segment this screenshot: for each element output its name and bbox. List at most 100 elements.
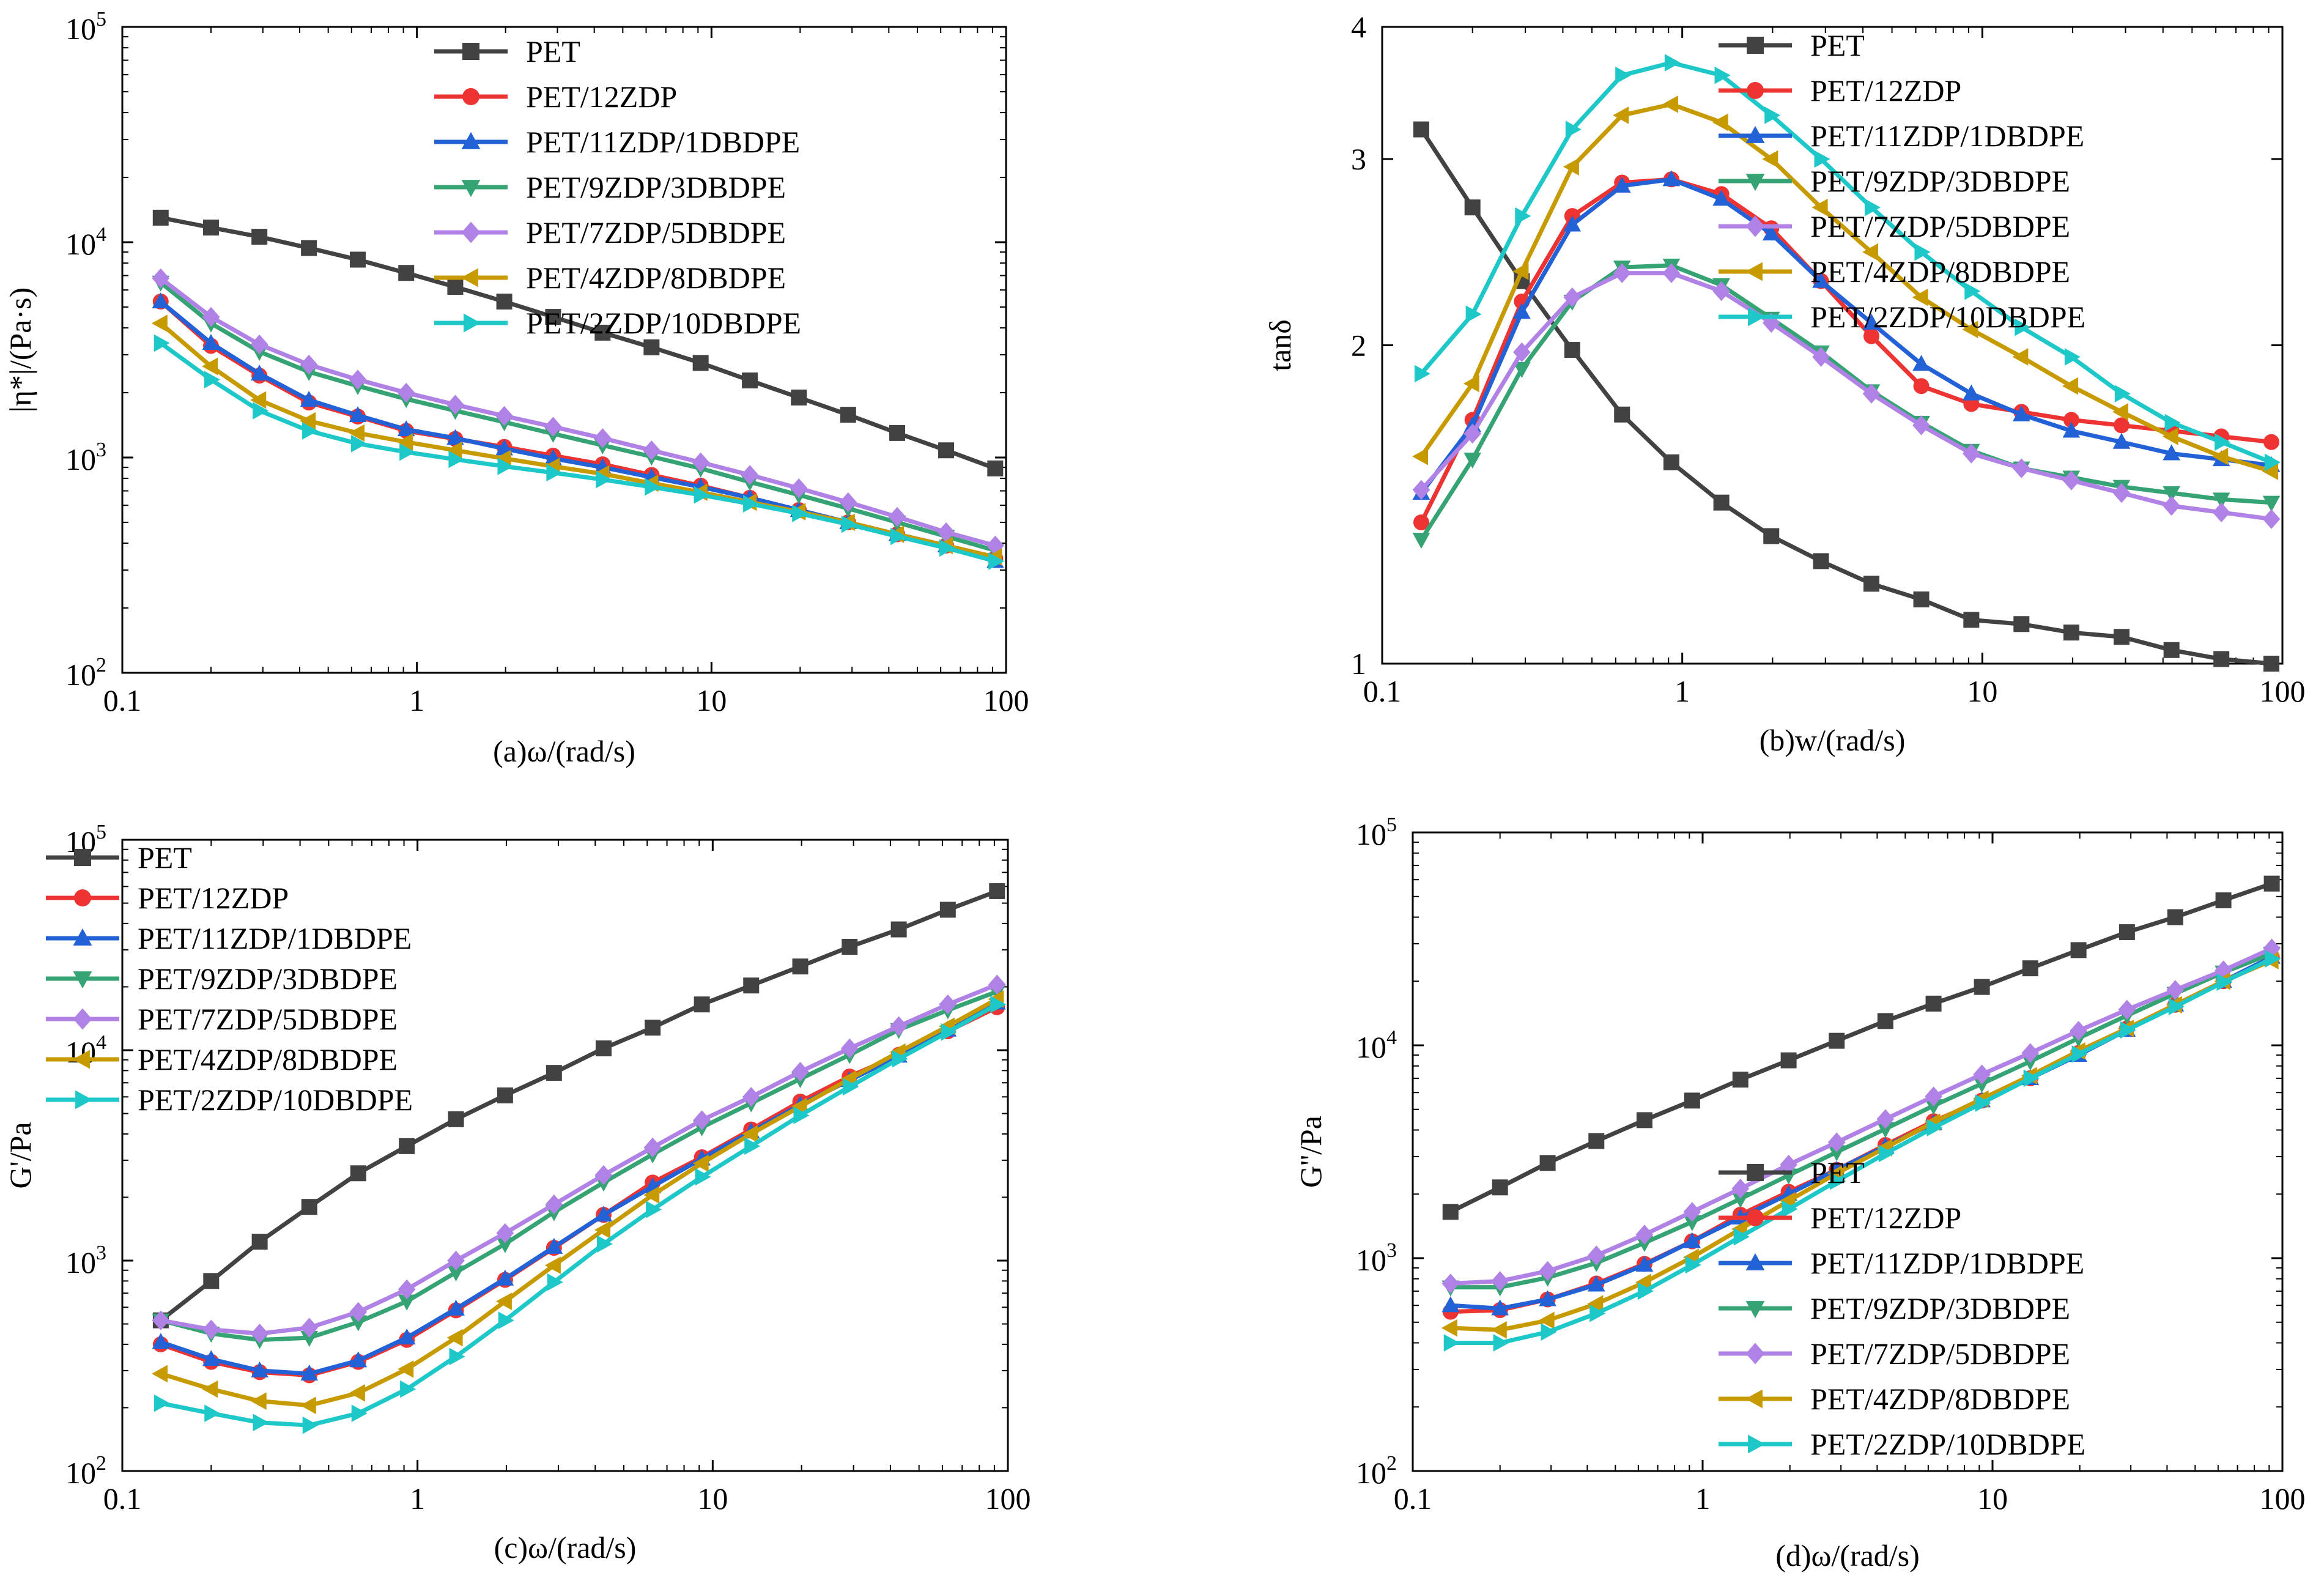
legend-marker (72, 1050, 90, 1069)
data-point (1512, 262, 1529, 280)
data-point (250, 334, 268, 355)
x-tick-label: 1 (410, 1481, 425, 1516)
data-point (693, 1110, 711, 1130)
data-point (1782, 1200, 1798, 1218)
data-point (1925, 1086, 1942, 1106)
data-point (349, 369, 367, 390)
legend-label: PET (526, 34, 580, 69)
data-point (1492, 1179, 1508, 1196)
data-point (1731, 1179, 1750, 1199)
data-point (1862, 243, 1879, 261)
legend-label: PET/12ZDP (526, 80, 677, 114)
legend-marker (462, 43, 479, 60)
x-axis-label: (a)ω/(rad/s) (493, 734, 635, 768)
data-point (2012, 458, 2030, 478)
data-point (1662, 263, 1681, 283)
legend-label: PET/11ZDP/1DBDPE (1810, 119, 2084, 153)
data-point (1876, 1109, 1895, 1129)
data-point (2263, 434, 2280, 450)
data-point (1493, 1334, 1509, 1352)
data-point (498, 1311, 514, 1329)
series-line (1450, 957, 2273, 1345)
legend-label: PET/11ZDP/1DBDPE (526, 125, 800, 159)
data-point (204, 1404, 221, 1422)
data-point (1443, 1334, 1460, 1352)
legend-label: PET/9ZDP/3DBDPE (1810, 164, 2070, 198)
series-line (159, 281, 996, 553)
data-point (2163, 495, 2180, 516)
data-point (1565, 120, 1582, 138)
data-point (2163, 642, 2180, 658)
data-point (1827, 1132, 1846, 1152)
data-point (2168, 998, 2185, 1016)
chart-panel-b: 0.1 1 10 1001234(b)w/(rad/s)tanδPETPET/12ZD… (1263, 10, 2306, 757)
x-tick-label: 10 (696, 683, 727, 717)
data-point (2062, 421, 2081, 438)
series-line (160, 989, 998, 1343)
data-point (398, 1294, 416, 1311)
data-point (1963, 612, 1980, 628)
data-point (1973, 1064, 1991, 1084)
data-point (151, 1365, 168, 1383)
data-point (1613, 106, 1629, 124)
data-point (1441, 1273, 1460, 1294)
y-axis-label: tanδ (1263, 319, 1297, 371)
data-point (446, 429, 464, 445)
legend-marker (1745, 125, 1765, 143)
data-point (1463, 374, 1479, 393)
legend-label: PET/2ZDP/10DBDPE (1810, 300, 2085, 334)
data-point (2262, 509, 2281, 529)
data-point (1780, 1052, 1797, 1069)
data-point (1441, 1296, 1460, 1313)
data-point (1964, 282, 1981, 300)
data-point (397, 420, 415, 437)
data-point (2163, 444, 2180, 461)
data-point (302, 422, 319, 440)
series-pet-7zdp-5dbdpe (1441, 938, 2281, 1294)
data-point (1513, 303, 1531, 319)
data-point (1539, 1261, 1556, 1281)
data-point (2112, 432, 2131, 449)
data-point (204, 371, 220, 388)
data-point (1963, 443, 1980, 464)
data-point (1913, 378, 1930, 395)
data-point (692, 355, 709, 371)
data-point (1683, 1215, 1701, 1231)
series-pet-4zdp-8dbdpe (151, 990, 1004, 1415)
data-point (496, 1237, 514, 1253)
data-point (2262, 495, 2281, 512)
legend-label: PET/4ZDP/8DBDPE (1810, 254, 2070, 289)
data-point (398, 1360, 414, 1378)
legend-marker (1745, 174, 1765, 191)
data-point (2118, 999, 2136, 1020)
data-point (350, 1165, 366, 1182)
data-point (742, 1087, 760, 1107)
data-point (1464, 453, 1482, 469)
y-tick-label: 102 (65, 1452, 106, 1490)
chart-panel-c: 0.1 1 10 100102103104105(c)ω/(rad/s)G'/PaPE… (3, 821, 1031, 1565)
series-pet-2zdp-10dbdpe (154, 995, 1007, 1434)
data-point (202, 306, 220, 327)
legend-marker (1748, 1434, 1766, 1454)
data-point (449, 1347, 465, 1366)
x-tick-label: 10 (1977, 1481, 2008, 1516)
x-axis-label: (b)w/(rad/s) (1760, 723, 1906, 757)
data-point (2112, 483, 2131, 503)
data-point (1975, 1094, 1991, 1112)
data-point (2263, 656, 2280, 672)
data-point (251, 1324, 268, 1344)
x-axis-label: (d)ω/(rad/s) (1775, 1538, 1920, 1573)
data-point (1864, 198, 1881, 217)
legend-marker (1747, 1164, 1764, 1181)
data-point (1780, 1154, 1797, 1175)
data-point (1684, 1092, 1700, 1109)
data-point (1912, 415, 1930, 435)
data-point (349, 406, 367, 423)
y-tick-label: 104 (1356, 1026, 1397, 1064)
series-line (159, 276, 996, 548)
data-point (1762, 150, 1778, 168)
legend-label: PET/2ZDP/10DBDPE (1810, 1427, 2085, 1461)
data-point (695, 1168, 711, 1186)
data-point (2216, 973, 2233, 991)
y-tick-label: 103 (1356, 1239, 1397, 1277)
